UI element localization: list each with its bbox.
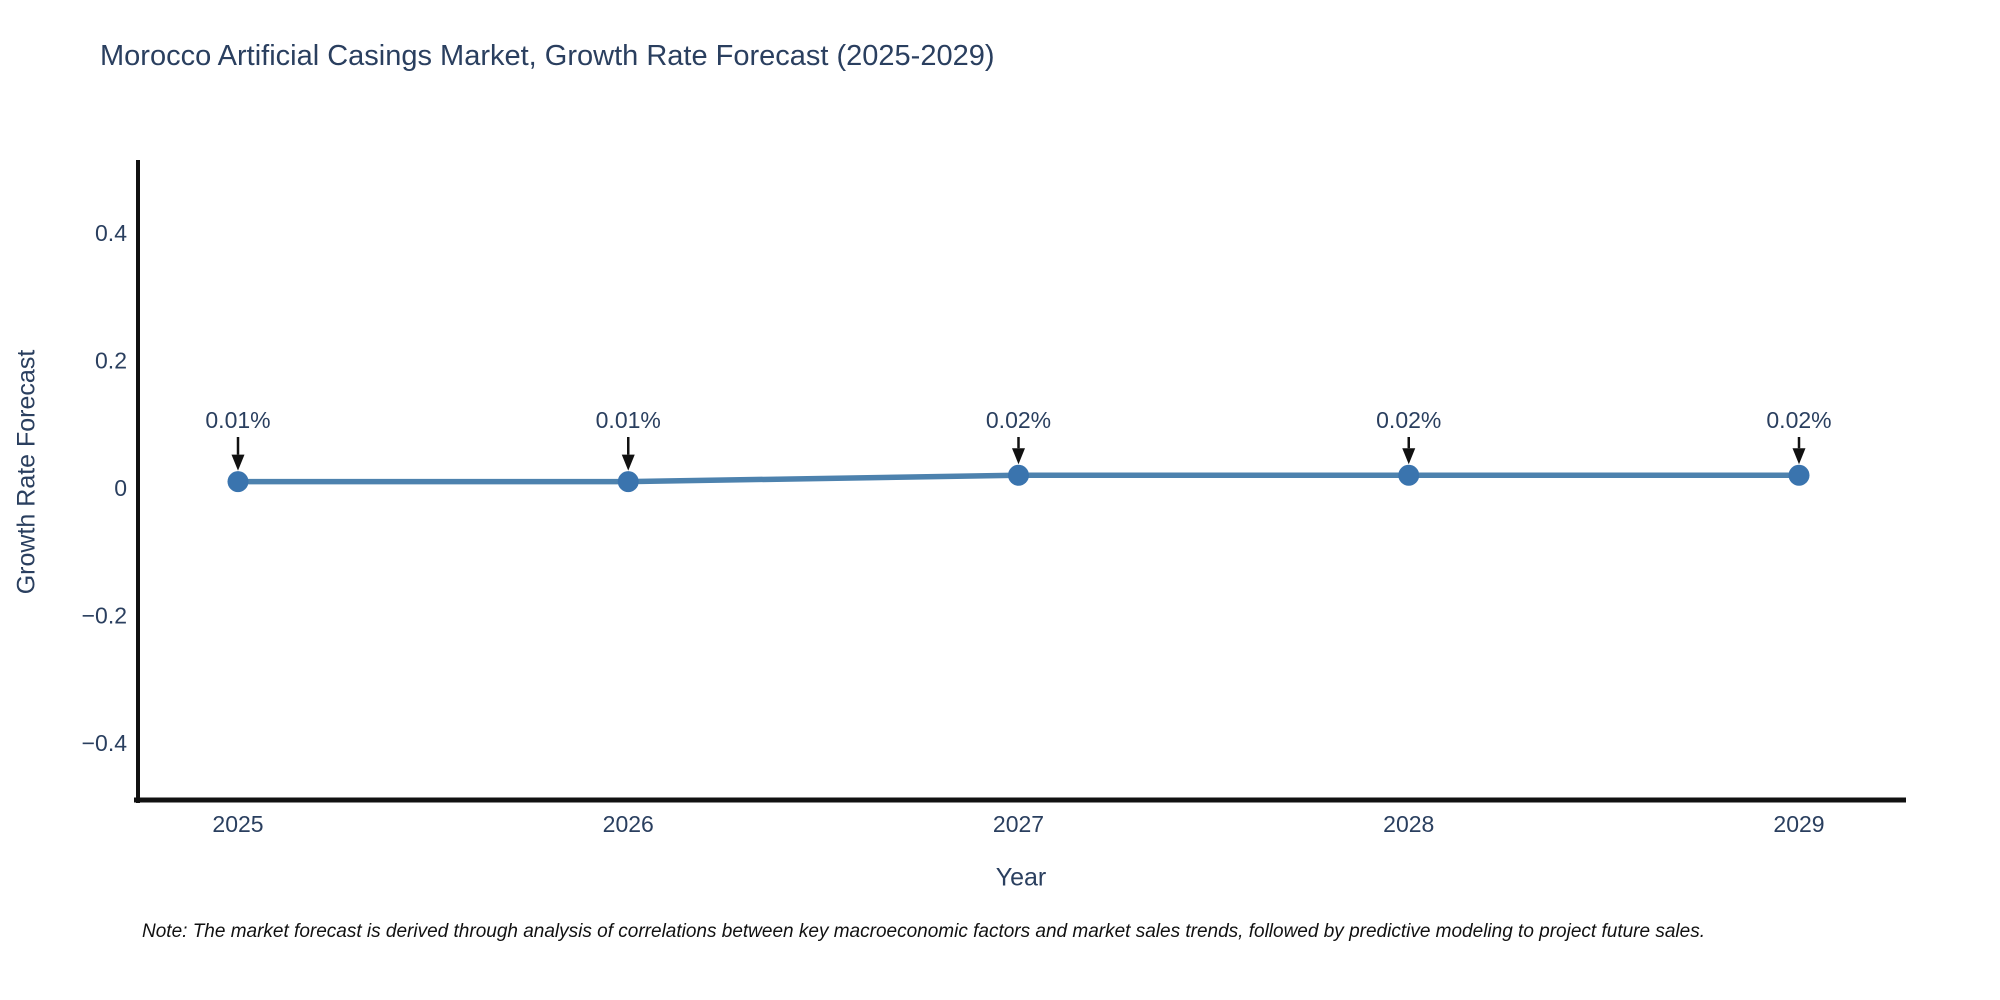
data-point-marker [1788, 464, 1810, 486]
x-tick-label: 2025 [212, 811, 263, 837]
data-point-marker [1398, 464, 1420, 486]
chart-title: Morocco Artificial Casings Market, Growt… [100, 40, 995, 72]
annotation-arrow-head [621, 454, 635, 471]
annotation-arrow-head [1402, 448, 1416, 465]
x-tick-label: 2029 [1773, 811, 1824, 837]
data-point-marker [1008, 464, 1029, 486]
x-tick-label: 2027 [993, 811, 1044, 837]
data-point-annotation: 0.01% [205, 407, 270, 433]
data-point-marker [617, 471, 639, 493]
y-tick-label: −0.2 [82, 603, 127, 629]
y-tick-label: 0 [114, 475, 127, 501]
methodology-note: Note: The market forecast is derived thr… [142, 921, 1705, 942]
annotation-arrow-head [1012, 448, 1025, 465]
y-tick-label: −0.4 [82, 730, 128, 756]
y-tick-label: 0.2 [95, 348, 127, 374]
data-point-annotation: 0.02% [1376, 407, 1441, 433]
annotation-arrow-head [231, 454, 245, 471]
x-tick-label: 2026 [603, 811, 654, 837]
data-point-marker [227, 471, 249, 493]
data-point-annotation: 0.01% [596, 407, 661, 433]
data-point-annotation: 0.02% [986, 407, 1051, 433]
x-tick-label: 2028 [1383, 811, 1434, 837]
x-axis-title: Year [995, 863, 1047, 892]
y-tick-label: 0.4 [95, 220, 127, 246]
data-point-annotation: 0.02% [1766, 407, 1831, 433]
annotation-arrow-head [1792, 448, 1806, 465]
